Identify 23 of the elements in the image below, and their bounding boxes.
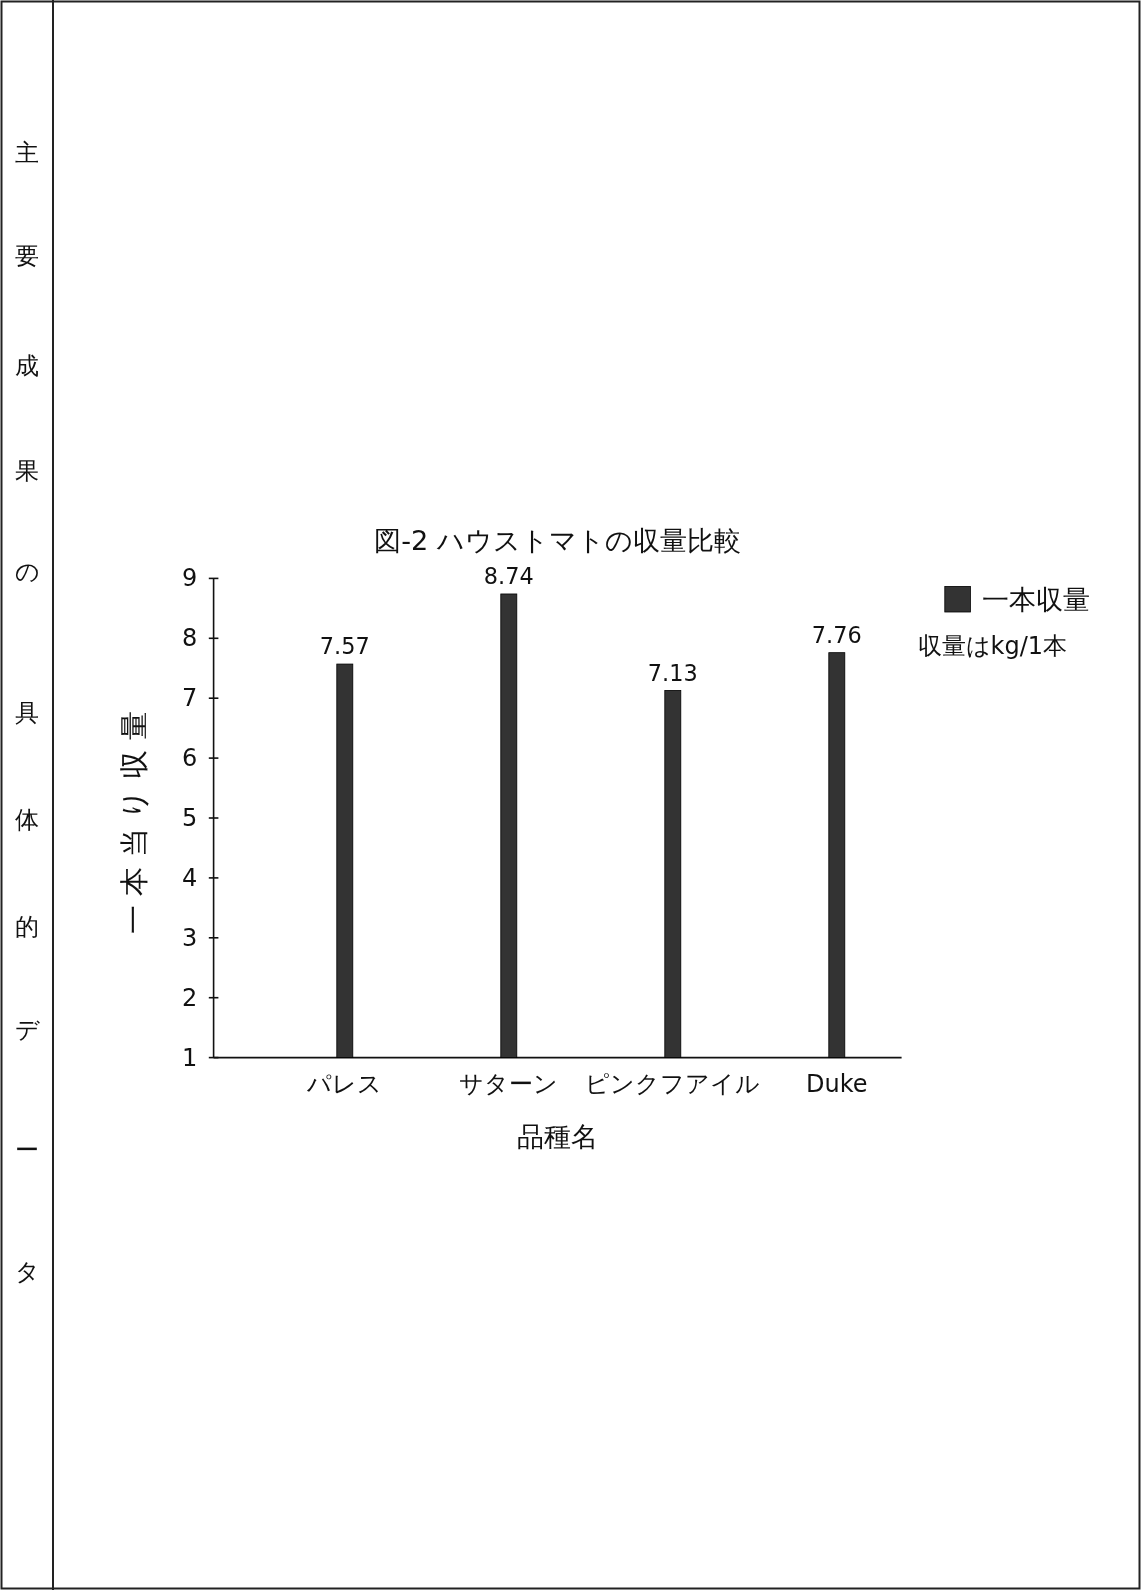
y-tick-label: 9 — [181, 564, 198, 593]
y-tick-label: 5 — [181, 804, 198, 832]
x-tick-label: ピンクフアイル — [585, 1070, 761, 1098]
x-tick-label: Duke — [806, 1070, 868, 1098]
y-tick-label: 2 — [181, 983, 198, 1012]
y-tick-label: 1 — [181, 1043, 198, 1072]
y-tick-label: 7 — [181, 684, 198, 713]
x-tick-label: サターン — [459, 1070, 559, 1098]
y-tick-label: 8 — [181, 624, 198, 653]
legend-label: 一本収量 — [981, 583, 1090, 615]
data-label: 8.74 — [483, 563, 534, 590]
data-label: 7.57 — [319, 633, 370, 660]
x-axis-title: 品種名 — [517, 1120, 599, 1152]
text: 主要成果の具体的データ — [13, 120, 41, 1378]
y-tick-label: 4 — [181, 863, 198, 892]
y-tick-label: 3 — [181, 923, 198, 952]
text: 収量はkg/1本 — [917, 631, 1068, 660]
y-tick-label: 6 — [181, 744, 198, 773]
x-tick-label: パレス — [306, 1070, 383, 1098]
y-axis-title: 一本当り収量 — [116, 701, 151, 935]
data-label: 7.13 — [647, 659, 698, 686]
data-label: 7.76 — [811, 622, 862, 649]
chart-title: 図-2 ハウストマトの収量比較 — [374, 524, 741, 556]
